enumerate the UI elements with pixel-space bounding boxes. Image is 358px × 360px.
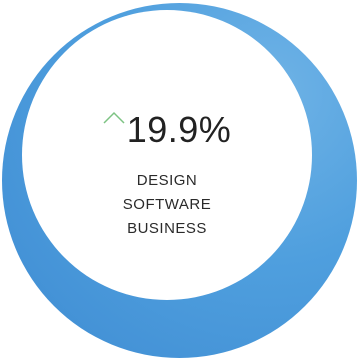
center-circle: 19.9% DESIGN SOFTWARE BUSINESS bbox=[22, 10, 312, 300]
caption-line-3: BUSINESS bbox=[127, 220, 207, 237]
chevron-up-icon bbox=[103, 110, 125, 129]
metric-stat: 19.9% bbox=[22, 108, 312, 152]
caption-line-2: SOFTWARE bbox=[122, 196, 212, 213]
caption-line-1: DESIGN bbox=[136, 172, 198, 189]
metric-caption: DESIGN SOFTWARE BUSINESS bbox=[22, 169, 312, 241]
metric-value: 19.9% bbox=[126, 109, 232, 150]
